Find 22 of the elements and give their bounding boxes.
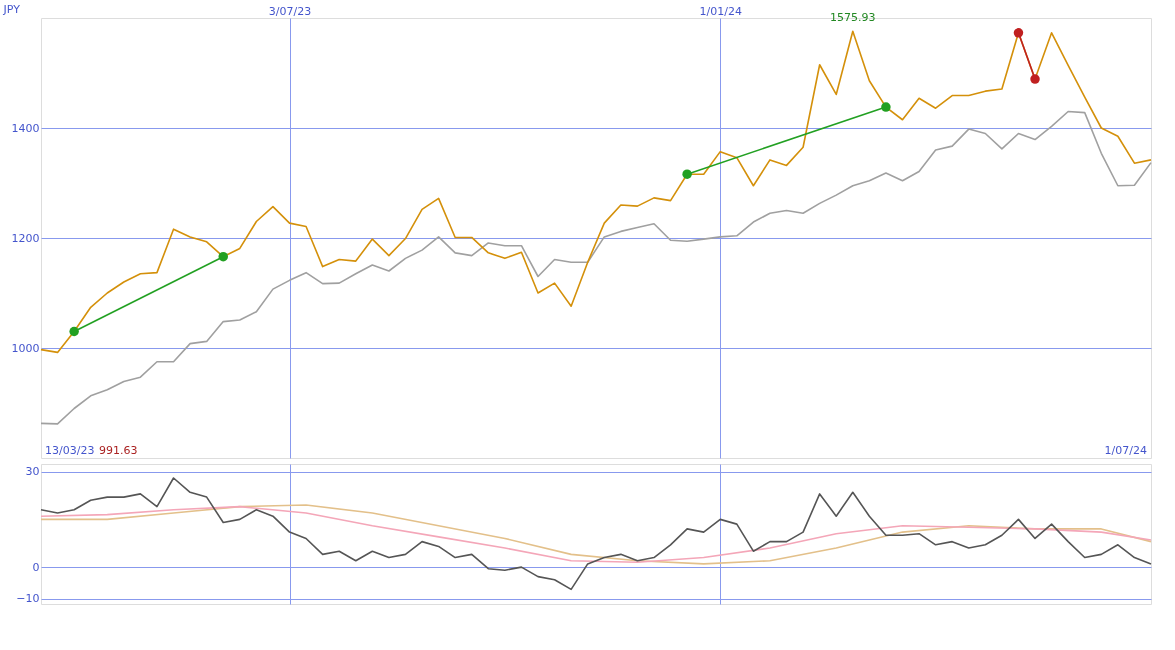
point xyxy=(682,169,692,179)
y-tick-label: 1400 xyxy=(11,121,40,135)
y-tick-label: 30 xyxy=(25,465,40,479)
point xyxy=(69,326,79,337)
point xyxy=(218,251,228,262)
y-tick-label: 1200 xyxy=(11,231,40,245)
annotation: 1/07/24 xyxy=(1104,444,1147,457)
annotation: 13/03/23 xyxy=(45,444,95,457)
x-tick-label: 1/01/24 xyxy=(699,4,742,18)
y-tick-label: −10 xyxy=(16,592,40,606)
line-series xyxy=(40,110,1152,425)
point xyxy=(1013,28,1024,38)
x-tick-label: 3/07/23 xyxy=(268,4,312,18)
point xyxy=(881,102,891,112)
line-series xyxy=(40,477,1152,591)
y-tick-label: 0 xyxy=(32,560,40,574)
annotation: 991.63 xyxy=(99,444,138,457)
y-axis-title: JPY xyxy=(2,2,21,16)
point xyxy=(1030,74,1040,84)
line-series xyxy=(40,30,1152,354)
y-tick-label: 1000 xyxy=(11,341,40,355)
annotation: 1575.93 xyxy=(830,11,876,25)
